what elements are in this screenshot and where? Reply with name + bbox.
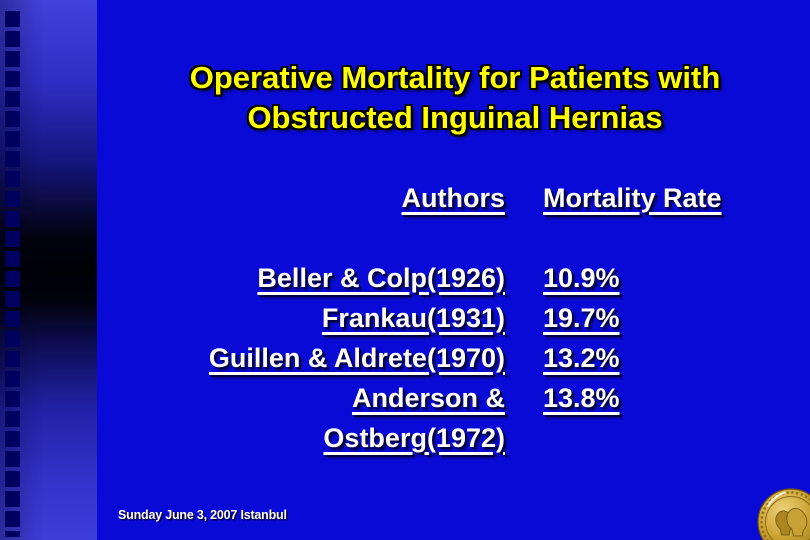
author-cell: Anderson & Ostberg(1972)	[110, 378, 505, 458]
title-line-2: Obstructed Inguinal Hernias	[247, 100, 663, 135]
rate-cell: 10.9%	[543, 263, 620, 293]
gold-seal-icon: 1876	[757, 488, 810, 540]
table-row: Frankau(1931) 19.7%	[110, 298, 743, 338]
seal-rim-text-marks	[760, 491, 810, 540]
author-line-1: Anderson &	[351, 383, 505, 413]
footer-date: Sunday June 3, 2007 Istanbul	[118, 508, 287, 522]
table-header-row: Authors Mortality Rate	[110, 178, 743, 218]
table-row: Anderson & Ostberg(1972) 13.8%	[110, 378, 743, 458]
author-cell: Beller & Colp(1926)	[257, 263, 505, 293]
author-cell: Frankau(1931)	[321, 303, 505, 333]
mortality-table: Authors Mortality Rate Beller & Colp(192…	[110, 178, 743, 458]
table-row: Beller & Colp(1926) 10.9%	[110, 258, 743, 298]
column-header-mortality-rate: Mortality Rate	[543, 183, 722, 213]
table-spacer	[110, 218, 743, 258]
column-header-authors: Authors	[401, 183, 506, 213]
slide-title: Operative Mortality for Patients with Ob…	[105, 58, 805, 138]
seal-highlight	[767, 491, 786, 507]
filmstrip-squares	[5, 11, 20, 537]
author-cell: Guillen & Aldrete(1970)	[208, 343, 505, 373]
author-line-2: Ostberg(1972)	[323, 423, 505, 453]
table-row: Guillen & Aldrete(1970) 13.2%	[110, 338, 743, 378]
left-gradient-strip	[0, 0, 97, 540]
rate-cell: 19.7%	[543, 303, 620, 333]
title-line-1: Operative Mortality for Patients with	[189, 60, 721, 95]
rate-cell: 13.2%	[543, 343, 620, 373]
rate-cell: 13.8%	[543, 383, 620, 413]
seal-bust-right	[786, 507, 808, 537]
